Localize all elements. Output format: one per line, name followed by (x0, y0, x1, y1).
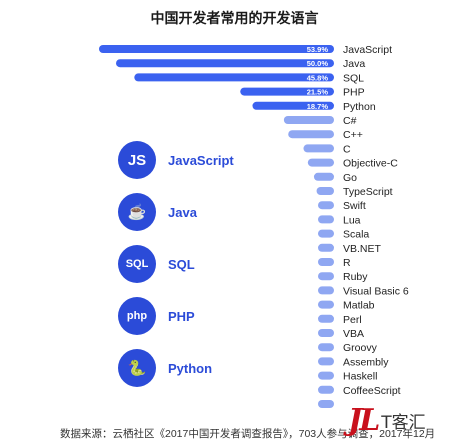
java-cup-icon: ☕ (118, 193, 156, 231)
category-label: Haskell (343, 371, 377, 383)
category-label: Python (343, 101, 376, 113)
bar-vb-net (318, 243, 334, 252)
category-label: Matlab (343, 300, 375, 312)
top-language-name: SQL (168, 256, 195, 272)
category-label: VB.NET (343, 243, 382, 255)
bar-vba (318, 329, 334, 337)
category-label: JavaScript (343, 44, 392, 56)
bar-sql (134, 73, 334, 82)
source-note: 数据来源：云栖社区《2017中国开发者调查报告》，703人参与调查，2017年1… (60, 428, 436, 440)
bar-lua (318, 215, 334, 224)
bar-haskell (318, 371, 334, 380)
category-label: Java (343, 58, 365, 70)
bar-c- (288, 130, 334, 139)
watermark-script: JL (348, 402, 380, 438)
js-icon: JS (118, 141, 156, 179)
value-label: 50.0% (307, 59, 329, 68)
category-label: Go (343, 172, 357, 184)
category-label: VBA (343, 328, 364, 340)
category-label: Scala (343, 229, 369, 241)
bar-c (303, 144, 334, 153)
category-label: Lua (343, 214, 361, 226)
bar-matlab (318, 300, 334, 309)
top-language-name: Python (168, 360, 213, 376)
category-label: CoffeeScript (343, 385, 401, 397)
top-language-sql: SQL SQL (118, 244, 195, 284)
category-label: Assembly (343, 356, 389, 368)
bar-java (116, 59, 334, 68)
category-label: C (343, 143, 351, 155)
category-label: SQL (343, 72, 364, 84)
category-label: Groovy (343, 342, 378, 354)
value-label: 21.5% (307, 88, 329, 97)
chart-title: 中国开发者常用的开发语言 (150, 11, 319, 27)
python-icon: 🐍 (118, 349, 156, 387)
top-language-javascript: JS JavaScript (118, 140, 234, 180)
bar-visual-basic-6 (318, 286, 334, 295)
bar-unlabeled (318, 400, 334, 408)
top-language-name: Java (168, 204, 197, 220)
category-label: Swift (343, 200, 366, 212)
category-label: Visual Basic 6 (343, 285, 409, 297)
bar-c- (283, 116, 334, 124)
bar-swift (318, 201, 334, 210)
top-language-name: JavaScript (168, 152, 234, 168)
bar-javascript (99, 45, 334, 53)
value-label: 18.7% (307, 102, 329, 111)
bar-go (313, 172, 334, 181)
value-label: 45.8% (307, 73, 329, 82)
category-label: PHP (343, 87, 365, 99)
category-label: Objective-C (343, 158, 398, 170)
bar-php (240, 87, 334, 96)
category-label: TypeScript (343, 186, 393, 198)
category-label: Perl (343, 314, 362, 326)
top-language-java: ☕ Java (118, 192, 197, 232)
bar-r (318, 258, 334, 266)
top-language-php: php PHP (118, 296, 195, 336)
bar-scala (318, 229, 334, 238)
bar-coffeescript (318, 385, 334, 394)
bar-typescript (316, 187, 334, 195)
top-language-name: PHP (168, 308, 195, 324)
bar-objective-c (307, 158, 334, 167)
bar-groovy (318, 343, 334, 352)
bar-assembly (318, 357, 334, 366)
category-label: Ruby (343, 271, 368, 283)
bar-python (252, 101, 334, 110)
top-language-python: 🐍 Python (118, 348, 212, 388)
sql-icon: SQL (118, 245, 156, 283)
bar-ruby (318, 272, 334, 281)
watermark-text: T客汇 (381, 412, 426, 433)
category-label: R (343, 257, 351, 269)
watermark-logo: JL T客汇 (348, 398, 466, 442)
category-label: C# (343, 115, 357, 127)
category-label: C++ (343, 129, 363, 141)
bar-perl (318, 314, 334, 323)
php-icon: php (118, 297, 156, 335)
value-label: 53.9% (307, 45, 329, 54)
